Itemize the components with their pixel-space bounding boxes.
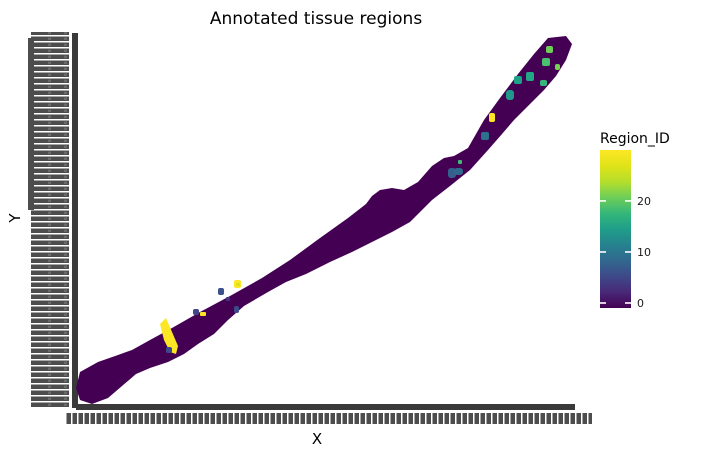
legend: Region_ID 0 10 20	[600, 131, 670, 310]
region-mark	[454, 168, 463, 175]
region-marks	[160, 46, 560, 354]
colorbar-tick-label: 10	[637, 246, 651, 259]
x-tick-labels	[66, 413, 592, 424]
x-axis-line	[76, 404, 575, 410]
x-axis-label: X	[312, 430, 322, 448]
colorbar-tick-label: 20	[637, 195, 651, 208]
y-tick-labels-overflow	[28, 38, 34, 210]
region-mark	[226, 297, 230, 301]
colorbar-ticks: 0 10 20	[600, 195, 651, 310]
region-mark	[540, 80, 547, 86]
region-mark	[546, 46, 553, 53]
region-mark	[166, 347, 172, 353]
region-mark	[160, 318, 178, 354]
x-axis	[66, 404, 592, 424]
region-mark	[526, 72, 534, 81]
region-mark	[200, 312, 206, 316]
colorbar-tick-label: 0	[637, 297, 644, 310]
region-mark	[448, 168, 456, 178]
region-mark	[218, 288, 224, 295]
y-axis-line	[72, 33, 78, 408]
plot-panel	[76, 36, 572, 404]
y-tick-labels	[31, 32, 69, 408]
region-mark	[542, 58, 550, 66]
region-mark	[193, 309, 199, 315]
region-mark	[234, 306, 239, 313]
region-mark	[514, 76, 522, 84]
legend-title: Region_ID	[600, 131, 670, 147]
region-mark	[236, 283, 240, 286]
region-mark	[555, 64, 560, 70]
region-mark	[506, 90, 514, 100]
region-mark	[481, 132, 489, 140]
y-axis	[28, 32, 78, 408]
colorbar	[600, 150, 631, 308]
region-mark	[458, 160, 462, 164]
y-axis-label: Y	[6, 213, 24, 224]
chart-title: Annotated tissue regions	[210, 9, 422, 29]
tissue-region-background	[76, 36, 572, 404]
region-mark	[489, 113, 495, 122]
